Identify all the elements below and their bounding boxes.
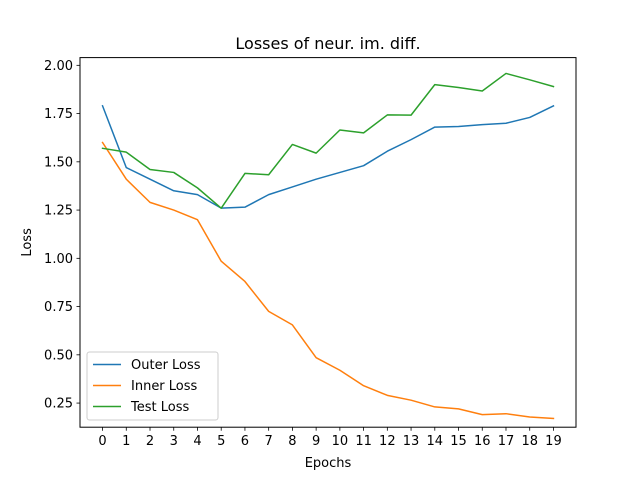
x-tick-label: 7 (265, 434, 273, 449)
x-axis-label: Epochs (305, 456, 352, 471)
chart-title: Losses of neur. im. diff. (235, 34, 420, 53)
x-tick-label: 1 (122, 434, 130, 449)
x-tick-label: 0 (98, 434, 106, 449)
axes-frame (79, 57, 577, 428)
legend-label: Test Loss (130, 400, 189, 415)
series-line-inner-loss (101, 141, 555, 420)
x-tick-label: 18 (521, 434, 538, 449)
x-tick-label: 14 (427, 434, 444, 449)
x-tick-label: 2 (146, 434, 154, 449)
y-axis-label: Loss (20, 228, 35, 257)
plot-area: 0 1 2 3 4 5 6 7 8 9 10 11 12 13 14 15 16 17 18 190.250.500.… (44, 59, 562, 449)
y-tick-label: 0.50 (44, 348, 73, 363)
x-tick-label: 19 (545, 434, 562, 449)
x-tick-label: 6 (241, 434, 249, 449)
y-tick-label: 1.50 (44, 155, 73, 170)
x-tick-label: 16 (474, 434, 491, 449)
y-tick-label: 0.25 (44, 397, 73, 412)
y-tick-label: 0.75 (44, 300, 73, 315)
x-tick-label: 9 (312, 434, 320, 449)
y-tick-label: 1.00 (44, 252, 73, 267)
legend-label: Inner Loss (131, 379, 198, 394)
x-tick-label: 8 (288, 434, 296, 449)
y-tick-label: 1.25 (44, 204, 73, 219)
series-line-test-loss (101, 72, 555, 209)
legend: Outer Loss Inner Loss Test Loss (86, 351, 219, 421)
x-tick-label: 3 (170, 434, 178, 449)
x-tick-label: 12 (379, 434, 396, 449)
series-line-outer-loss (101, 104, 555, 209)
x-tick-label: 15 (450, 434, 467, 449)
x-tick-label: 13 (403, 434, 420, 449)
legend-box (86, 351, 219, 421)
y-tick-label: 2.00 (44, 59, 73, 74)
x-tick-label: 17 (498, 434, 515, 449)
x-tick-label: 10 (332, 434, 349, 449)
x-tick-label: 5 (217, 434, 225, 449)
x-tick-label: 11 (355, 434, 372, 449)
y-tick-label: 1.75 (44, 107, 73, 122)
x-tick-label: 4 (193, 434, 201, 449)
legend-label: Outer Loss (131, 358, 201, 373)
